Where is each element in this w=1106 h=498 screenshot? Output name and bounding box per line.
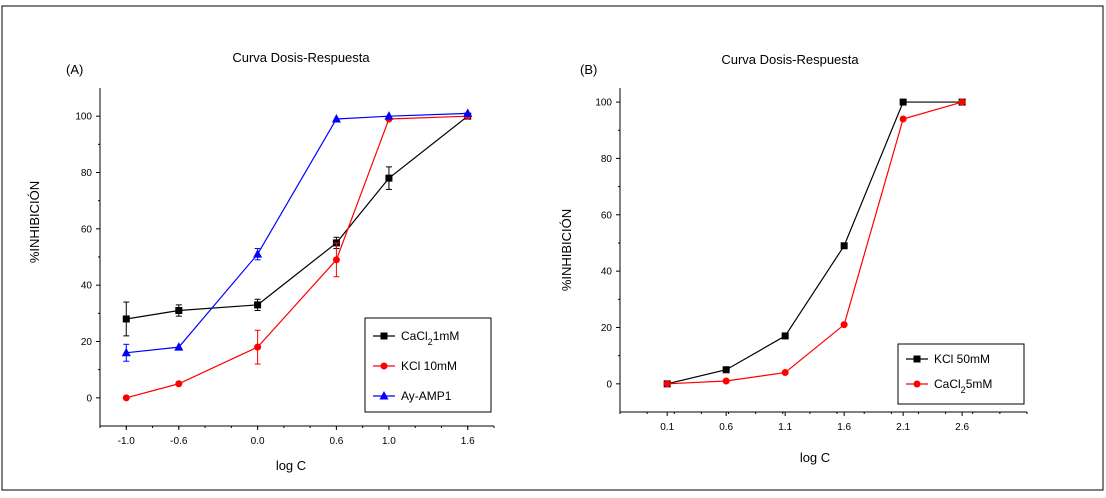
y-tick-label-b: 80 (601, 154, 613, 165)
data-point-a-0 (122, 315, 130, 323)
panel-label-a: (A) (66, 62, 83, 77)
x-tick-label-b: 0.1 (660, 422, 674, 433)
data-point-b-0 (722, 366, 730, 374)
series-line-b-1 (667, 101, 963, 385)
x-tick-label-a: -1.0 (118, 436, 136, 447)
figure-border (1, 5, 1104, 491)
legend-text-part: Ay-AMP1 (401, 389, 452, 403)
data-point-a-2 (331, 113, 341, 123)
series-line-a-0 (126, 115, 469, 320)
series-line-a-2 (126, 112, 468, 354)
chart-title-a: Curva Dosis-Respuesta (232, 50, 370, 65)
legend-subscript: 2 (428, 337, 433, 347)
legend-text-part: KCl 50mM (934, 352, 990, 366)
legend-text-part: CaCl (401, 329, 428, 343)
legend-marker-a-1 (380, 362, 388, 370)
data-point-a-1 (332, 256, 340, 264)
x-axis-title-a: log C (276, 458, 306, 473)
data-point-a-2 (384, 111, 394, 120)
legend-marker-b-0 (913, 355, 921, 363)
data-point-b-1 (781, 369, 789, 377)
data-point-b-0 (840, 242, 848, 250)
x-tick-label-a: 1.6 (461, 436, 475, 447)
x-tick-label-a: 1.0 (382, 436, 396, 447)
data-point-b-1 (722, 377, 730, 385)
chart-title-b: Curva Dosis-Respuesta (721, 52, 859, 67)
y-tick-label-a: 40 (81, 281, 93, 292)
y-tick-label-a: 100 (75, 112, 92, 123)
x-tick-label-a: 0.6 (329, 436, 343, 447)
series-line-b-0 (667, 101, 963, 385)
legend-label-b-0: KCl 50mM (934, 352, 990, 366)
legend-text-part: 1mM (433, 329, 460, 343)
data-point-a-0 (175, 307, 183, 315)
legend-marker-b-1 (913, 380, 921, 388)
series-line-a-1 (126, 115, 468, 399)
legend-box-b (897, 343, 1025, 405)
y-tick-label-a: 60 (81, 224, 93, 235)
data-point-b-0 (899, 98, 907, 106)
legend-marker-a-0 (380, 332, 388, 340)
data-point-a-1 (122, 394, 130, 402)
data-point-a-0 (254, 301, 262, 309)
y-tick-label-b: 100 (595, 98, 612, 109)
data-point-b-1 (899, 115, 907, 123)
data-point-b-0 (781, 332, 789, 340)
legend-label-a-2: Ay-AMP1 (401, 389, 452, 403)
data-point-a-2 (174, 342, 184, 351)
data-point-a-2 (463, 108, 473, 117)
legend-subscript: 2 (961, 385, 966, 395)
data-point-b-1 (663, 380, 671, 388)
y-tick-label-b: 40 (601, 267, 613, 278)
data-point-b-1 (958, 98, 966, 106)
x-axis-title-b: log C (800, 450, 830, 465)
x-tick-label-b: 1.6 (837, 422, 851, 433)
legend-text-part: KCl 10mM (401, 359, 457, 373)
y-tick-label-a: 80 (81, 168, 93, 179)
data-point-a-1 (175, 380, 183, 388)
data-point-a-2 (121, 347, 131, 357)
panel-label-b: (B) (580, 62, 597, 77)
y-axis-title-b: %INHIBICIÓN (559, 209, 574, 291)
data-point-b-1 (840, 321, 848, 329)
chart-panel-b: (B) Curva Dosis-Respuesta %INHIBICIÓN lo… (559, 52, 1028, 465)
y-tick-label-b: 60 (601, 210, 613, 221)
legend-label-a-1: KCl 10mM (401, 359, 457, 373)
chart-panel-a: (A) Curva Dosis-Respuesta %INHIBICIÓN lo… (27, 50, 495, 473)
legend-text-part: 5mM (966, 377, 993, 391)
y-axis-title-a: %INHIBICIÓN (27, 181, 42, 263)
x-tick-label-a: -0.6 (170, 436, 188, 447)
legend-label-b-1: CaCl25mM (934, 377, 992, 395)
x-tick-label-b: 0.6 (719, 422, 733, 433)
legend-text-part: CaCl (934, 377, 961, 391)
legend-marker-a-2 (379, 391, 389, 400)
x-tick-label-b: 1.1 (778, 422, 792, 433)
x-tick-label-a: 0.0 (251, 436, 265, 447)
data-point-a-1 (254, 343, 262, 351)
y-tick-label-a: 0 (86, 393, 92, 404)
y-tick-label-b: 0 (606, 379, 612, 390)
x-tick-label-b: 2.6 (955, 422, 969, 433)
y-tick-label-a: 20 (81, 337, 93, 348)
x-tick-label-b: 2.1 (896, 422, 910, 433)
y-tick-label-b: 20 (601, 323, 613, 334)
data-point-a-0 (385, 174, 393, 182)
data-point-a-2 (253, 249, 263, 258)
legend-label-a-0: CaCl21mM (401, 329, 459, 347)
